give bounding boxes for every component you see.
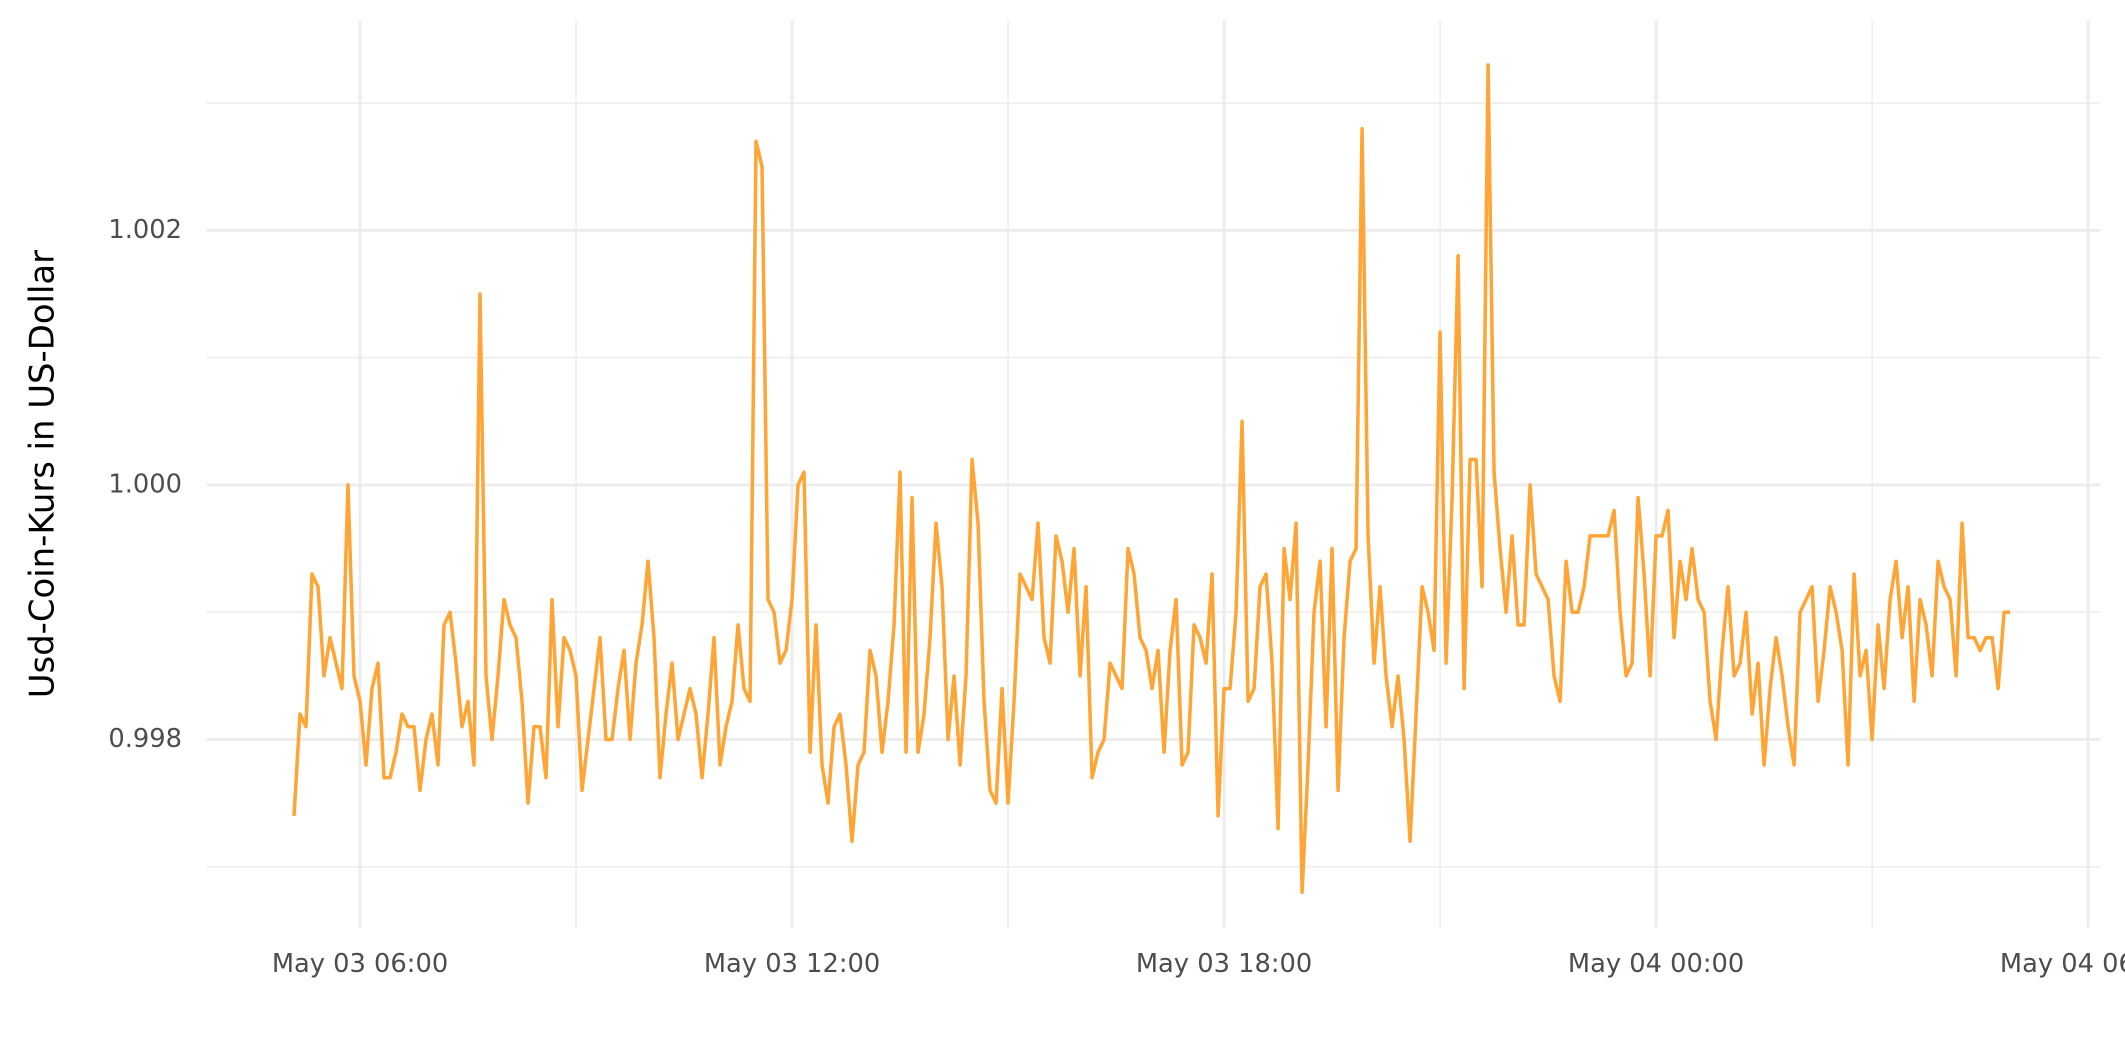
y-tick-label: 0.998 [108, 724, 182, 754]
line [292, 63, 2011, 895]
y-axis-title: Usd-Coin-Kurs in US-Dollar [22, 250, 61, 698]
x-tick-label: May 04 00:00 [1568, 949, 1744, 979]
x-tick-label: May 03 12:00 [704, 949, 880, 979]
y-tick-label: 1.002 [108, 215, 182, 245]
x-tick-label: May 03 06:00 [272, 949, 448, 979]
grid [206, 20, 2101, 928]
x-tick-label: May 03 18:00 [1136, 949, 1312, 979]
plot [292, 63, 2011, 895]
x-tick-label: May 04 06:00 [2000, 949, 2125, 979]
y-tick-label: 1.000 [108, 469, 182, 499]
